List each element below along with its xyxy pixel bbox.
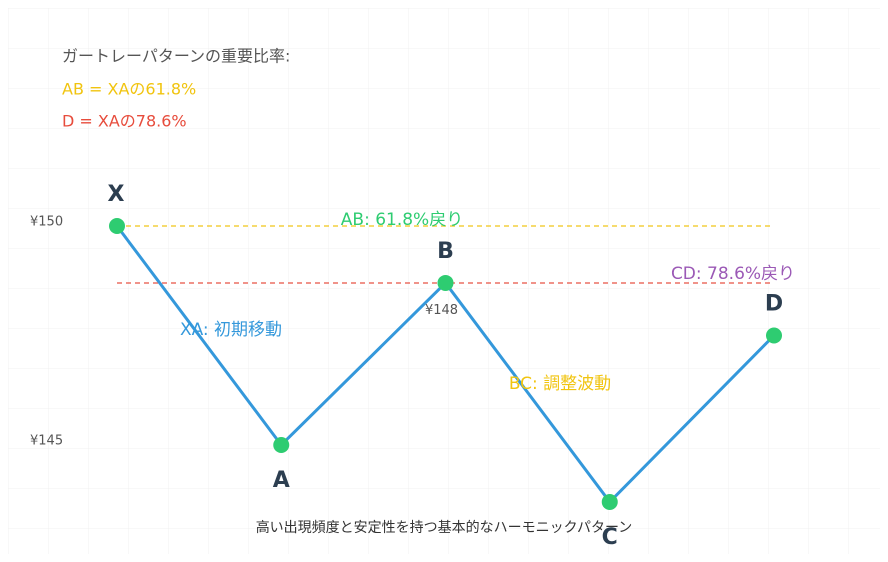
info-line: D = XAの78.6% — [62, 112, 187, 131]
info-title: ガートレーパターンの重要比率: — [62, 47, 290, 66]
footer: 高い出現頻度と安定性を持つ基本的なハーモニックパターン — [256, 519, 633, 536]
retracement-label: CD: 78.6%戻り — [671, 264, 795, 284]
info-line: AB = XAの61.8% — [62, 80, 196, 99]
point-label: X — [108, 182, 125, 207]
pivot-point — [601, 493, 618, 510]
segment-label: XA: 初期移動 — [180, 320, 282, 340]
segment-label: BC: 調整波動 — [509, 374, 611, 394]
y-tick-label: ¥150 — [30, 215, 63, 230]
pivot-point — [437, 274, 454, 291]
y-tick-label: ¥145 — [30, 434, 63, 449]
pivot-point — [273, 437, 290, 453]
point-label: D — [765, 292, 783, 317]
point-label: A — [273, 468, 290, 493]
pivot-point — [109, 218, 125, 234]
pivot-point — [766, 327, 782, 344]
retracement-label: AB: 61.8%戻り — [341, 210, 463, 230]
point-label: C — [602, 525, 618, 550]
price-label: ¥148 — [425, 303, 458, 318]
point-label: B — [437, 239, 454, 264]
